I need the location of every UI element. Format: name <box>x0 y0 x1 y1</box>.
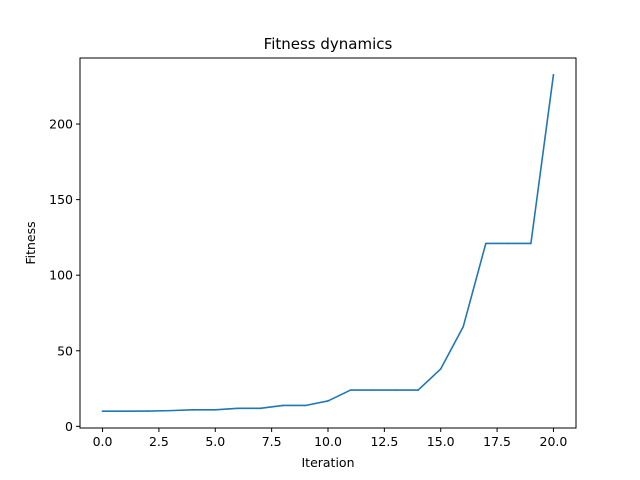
x-tick-label: 12.5 <box>370 434 398 449</box>
x-tick-label: 15.0 <box>427 434 455 449</box>
data-point <box>530 242 532 245</box>
data-point <box>191 409 194 411</box>
data-point <box>169 409 171 412</box>
data-point <box>394 389 397 391</box>
data-point <box>327 400 329 402</box>
data-point <box>304 404 307 407</box>
data-point <box>146 410 149 412</box>
y-tick-label: 0 <box>65 419 73 434</box>
data-point <box>124 410 126 413</box>
y-tick-label: 200 <box>49 117 73 132</box>
chart-title: Fitness dynamics <box>264 35 393 53</box>
data-point <box>349 389 352 391</box>
y-tick-label: 100 <box>49 268 73 283</box>
x-tick-label: 20.0 <box>540 434 568 449</box>
y-tick-label: 50 <box>57 343 73 358</box>
x-tick-label: 0.0 <box>93 434 113 449</box>
data-point <box>282 404 284 407</box>
x-tick-label: 10.0 <box>314 434 342 449</box>
data-point <box>552 73 555 76</box>
y-axis-label: Fitness <box>23 221 38 264</box>
axes-frame <box>79 57 577 429</box>
data-point <box>439 368 442 370</box>
data-point <box>259 407 262 410</box>
x-axis: 0.0 2.5 5.0 7.5 10.0 12.5 15.0 17.5 20.0 <box>93 428 568 449</box>
data-point <box>372 389 374 391</box>
x-tick-label: 17.5 <box>483 434 511 449</box>
data-point <box>417 389 419 391</box>
data-point <box>237 407 239 410</box>
data-point <box>485 242 487 245</box>
x-axis-label: Iteration <box>301 455 354 470</box>
y-tick-label: 150 <box>49 192 73 207</box>
data-point <box>214 409 217 411</box>
data-point <box>507 242 510 245</box>
x-tick-label: 7.5 <box>262 434 282 449</box>
plot-area <box>101 73 555 413</box>
data-point <box>462 325 465 328</box>
data-point <box>101 410 104 413</box>
x-tick-label: 2.5 <box>149 434 169 449</box>
x-tick-label: 5.0 <box>205 434 225 449</box>
y-axis: 0 50 100 150 200 <box>49 117 80 434</box>
